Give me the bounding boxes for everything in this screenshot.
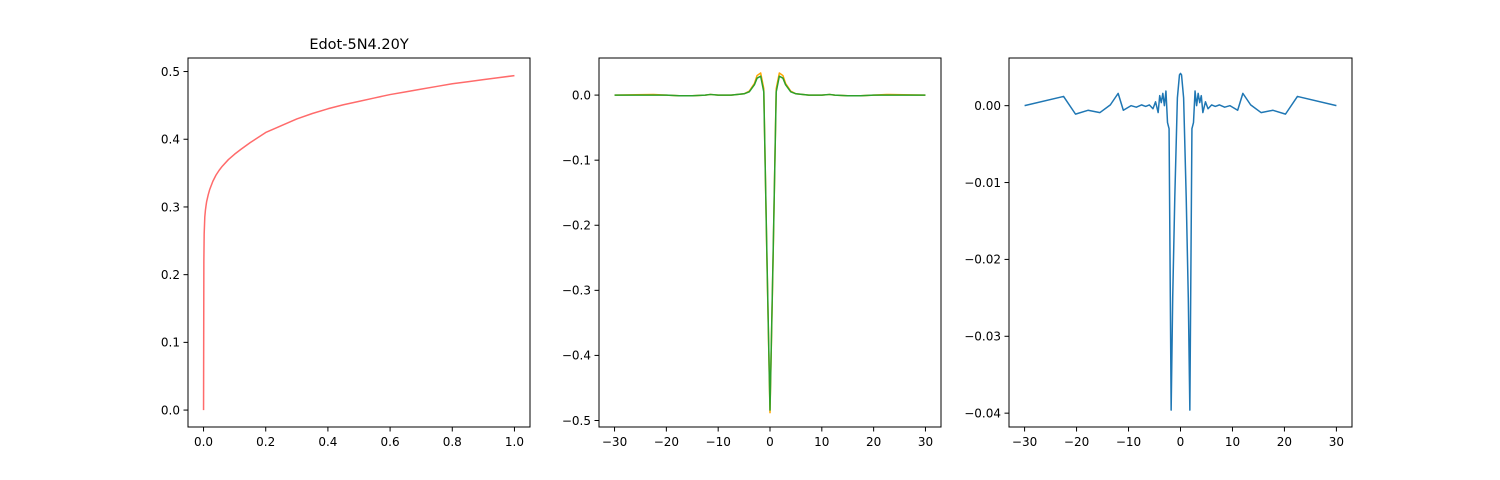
axes-1-series-line-1 — [202, 74, 515, 411]
axes-2-x-tick-label: 10 — [814, 435, 829, 449]
axes-2-x-tick-label: 30 — [918, 435, 933, 449]
axes-1-y-tick-label: 0.2 — [161, 268, 180, 282]
axes-1-y-tick-label: 0.3 — [161, 200, 180, 214]
axes-2-y-tick-label: −0.4 — [562, 349, 591, 363]
axes-1-x-tick-label: 0.4 — [318, 435, 337, 449]
axes-3-x-tick-label: 0 — [1177, 435, 1185, 449]
axes-3-y-tick-label: −0.03 — [964, 330, 1001, 344]
axes-3-y-tick-label: −0.04 — [964, 406, 1001, 420]
axes-1-x-tick-label: 0.8 — [443, 435, 462, 449]
axes-2: −30 −20 −10 0 10 20 30 0.0 −0.1 −0.2 −0.3 −0.4 −0.5 — [562, 57, 942, 449]
axes-1-title: Edot-5N4.20Y — [309, 37, 409, 53]
axes-3-y-tick-label: −0.01 — [964, 176, 1001, 190]
axes-1-y-tick-label: 0.4 — [161, 133, 180, 147]
axes-1-y-tick-label: 0.0 — [161, 403, 180, 417]
axes-1-x-tick-label: 0.0 — [194, 435, 213, 449]
axes-2-series-line-2 — [614, 75, 926, 411]
axes-3-y-tick-label: −0.02 — [964, 253, 1001, 267]
axes-1-x-tick-label: 0.2 — [256, 435, 275, 449]
axes-3-x-tick-label: −20 — [1064, 435, 1089, 449]
axes-3-x-tick-label: −30 — [1012, 435, 1037, 449]
axes-3-x-tick-label: 10 — [1225, 435, 1240, 449]
axes-1-x-tick-label: 1.0 — [505, 435, 524, 449]
axes-2-x-tick-label: −30 — [602, 435, 627, 449]
axes-3-y-tick-label: 0.00 — [974, 99, 1001, 113]
axes-2-y-tick-label: −0.5 — [562, 414, 591, 428]
axes-3-series-line-1 — [1024, 72, 1337, 411]
axes-3: −30 −20 −10 0 10 20 30 0.00 −0.01 −0.02 −0.03 −0.04 — [964, 57, 1353, 449]
axes-3-x-tick-label: −10 — [1116, 435, 1141, 449]
axes-2-x-tick-label: −20 — [654, 435, 679, 449]
axes-1-x-tick-label: 0.6 — [381, 435, 400, 449]
axes-2-y-tick-label: −0.1 — [562, 153, 591, 167]
axes-2-y-tick-label: −0.2 — [562, 219, 591, 233]
axes-1-frame — [187, 57, 531, 428]
axes-2-x-tick-label: 0 — [766, 435, 774, 449]
axes-1-y-tick-label: 0.1 — [161, 336, 180, 350]
axes-3-x-tick-label: 20 — [1277, 435, 1292, 449]
axes-1-y-tick-label: 0.5 — [161, 65, 180, 79]
axes-2-y-tick-label: −0.3 — [562, 284, 591, 298]
axes-2-y-tick-label: 0.0 — [572, 88, 591, 102]
axes-2-x-tick-label: 20 — [866, 435, 881, 449]
axes-2-x-tick-label: −10 — [706, 435, 731, 449]
axes-3-x-tick-label: 30 — [1329, 435, 1344, 449]
axes-1: Edot-5N4.20Y 0.0 0.2 0.4 0.6 0.8 1.0 0.0 0.1 0.2… — [161, 37, 531, 449]
